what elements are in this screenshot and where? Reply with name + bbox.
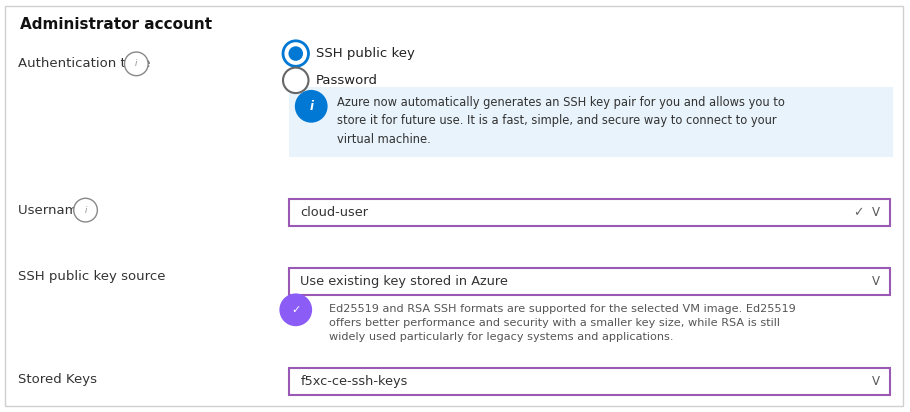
Text: f5xc-ce-ssh-keys: f5xc-ce-ssh-keys <box>300 375 408 388</box>
Text: Username *: Username * <box>18 204 97 217</box>
Text: cloud-user: cloud-user <box>300 206 369 219</box>
Text: V: V <box>872 275 879 288</box>
Text: SSH public key: SSH public key <box>316 47 415 60</box>
Text: V: V <box>872 375 879 388</box>
Text: Administrator account: Administrator account <box>20 17 212 32</box>
Ellipse shape <box>283 41 308 66</box>
FancyBboxPatch shape <box>5 6 903 406</box>
Text: SSH public key source: SSH public key source <box>18 269 166 283</box>
FancyBboxPatch shape <box>289 199 890 226</box>
Text: Authentication type: Authentication type <box>18 57 150 70</box>
Text: V: V <box>872 206 879 219</box>
Text: ✓: ✓ <box>291 305 300 315</box>
Text: Stored Keys: Stored Keys <box>18 372 97 386</box>
FancyBboxPatch shape <box>289 268 890 295</box>
Ellipse shape <box>283 68 308 93</box>
Ellipse shape <box>125 52 148 76</box>
FancyBboxPatch shape <box>289 87 893 157</box>
Text: Use existing key stored in Azure: Use existing key stored in Azure <box>300 275 508 288</box>
Text: Ed25519 and RSA SSH formats are supported for the selected VM image. Ed25519
off: Ed25519 and RSA SSH formats are supporte… <box>329 304 796 342</box>
Ellipse shape <box>288 46 303 61</box>
Text: i: i <box>309 100 313 113</box>
Text: ✓: ✓ <box>853 206 864 219</box>
Ellipse shape <box>295 90 328 123</box>
Ellipse shape <box>74 198 97 222</box>
Ellipse shape <box>279 293 312 326</box>
Text: i: i <box>85 206 86 215</box>
Text: Password: Password <box>316 74 378 87</box>
Text: Azure now automatically generates an SSH key pair for you and allows you to
stor: Azure now automatically generates an SSH… <box>337 96 784 145</box>
Text: i: i <box>135 59 137 68</box>
FancyBboxPatch shape <box>289 368 890 395</box>
